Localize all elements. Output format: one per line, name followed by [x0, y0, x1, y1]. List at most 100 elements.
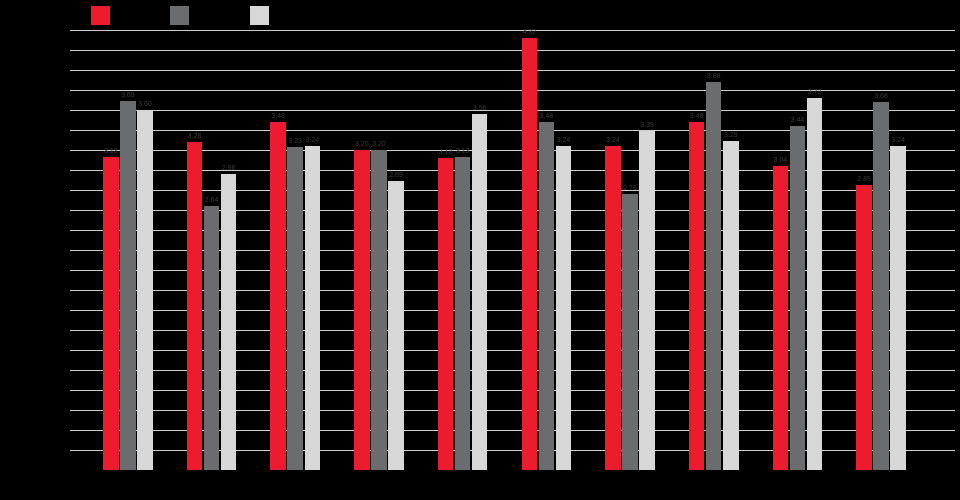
gridline	[70, 310, 955, 311]
bar-value-label: 3.23	[288, 138, 303, 146]
bar-group-2: 3.28 2.64 2.96	[186, 30, 237, 470]
gridline	[70, 190, 955, 191]
bar-value-label: 2.96	[221, 165, 236, 172]
plot-area: 3.13 3.69 3.60 3.28 2.64 2.96 3.48 3.23 3.24 3.20…	[70, 29, 955, 470]
bar-value-label: 3.04	[773, 157, 788, 164]
bar-value-label: 3.48	[539, 113, 554, 120]
bar-value-label: 3.13	[455, 148, 470, 156]
bar-series2-group9: 3.44	[789, 117, 806, 470]
gridline	[70, 350, 955, 351]
bar-value-label: 3.24	[891, 137, 906, 145]
bar-series2-group3: 3.23	[287, 138, 303, 470]
bar-series3-group3: 3.24	[304, 137, 321, 470]
bar-series1-group10: 2.85	[856, 176, 872, 470]
bar-value-label: 3.88	[706, 73, 721, 80]
bar-value-label: 3.20	[355, 141, 369, 148]
gridline	[70, 450, 955, 451]
gridline	[70, 110, 955, 111]
bar-value-label: 3.24	[606, 137, 620, 145]
bar-series3-group2: 2.96	[220, 165, 237, 470]
bar-value-label: 3.28	[187, 133, 202, 140]
bar-value-label: 4.32	[522, 29, 537, 36]
bar-group-10: 2.85 3.68 3.24	[856, 30, 906, 470]
bar-value-label: 3.29	[724, 132, 738, 139]
legend-item-3	[250, 6, 332, 25]
bar-value-label: 3.69	[121, 92, 135, 99]
bar-group-6: 4.32 3.48 3.24	[521, 29, 572, 470]
legend-swatch-1	[91, 6, 110, 25]
bar-series3-group8: 3.29	[723, 132, 739, 470]
bar-value-label: 2.85	[857, 176, 871, 183]
bar-series1-group2: 3.28	[186, 133, 203, 470]
bar-value-label: 3.48	[689, 113, 704, 120]
bar-group-3: 3.48 3.23 3.24	[270, 30, 321, 470]
bar-series1-group6: 4.32	[521, 29, 537, 470]
legend-item-2	[170, 6, 252, 25]
bar-value-label: 3.72	[807, 89, 822, 96]
bar-series1-group1: 3.13	[103, 148, 119, 470]
gridline	[70, 430, 955, 431]
gridline	[70, 30, 955, 31]
gridline	[70, 70, 955, 71]
bar-series1-group9: 3.04	[772, 157, 789, 470]
bar-series2-group1: 3.69	[120, 92, 136, 470]
bar-series3-group6: 3.24	[555, 137, 572, 470]
gridline	[70, 90, 955, 91]
gridline	[70, 210, 955, 211]
bar-value-label: 3.24	[305, 137, 320, 145]
bar-series3-group4: 2.89	[388, 172, 404, 470]
bar-series3-group5: 3.56	[471, 105, 488, 470]
bar-value-label: 3.68	[874, 93, 888, 100]
bar-series2-group4: 3.20	[371, 141, 387, 470]
bar-value-label: 2.64	[204, 197, 219, 204]
gridline	[70, 150, 955, 151]
gridline	[70, 170, 955, 171]
bar-series1-group5: 3.12	[437, 149, 454, 470]
bar-series3-group1: 3.60	[137, 101, 153, 470]
bar-series1-group8: 3.48	[688, 113, 705, 470]
bar-value-label: 2.76	[623, 185, 637, 192]
bar-group-5: 3.12 3.13 3.56	[437, 30, 488, 470]
bar-value-label: 3.12	[438, 149, 453, 157]
bar-series2-group7: 2.76	[622, 185, 638, 470]
legend-swatch-2	[170, 6, 189, 25]
bar-series3-group7: 3.39	[639, 122, 655, 470]
bar-value-label: 3.13	[103, 148, 118, 156]
bar-series2-group8: 3.88	[705, 73, 722, 470]
bar-value-label: 3.44	[790, 117, 805, 124]
gridline	[70, 390, 955, 391]
legend-swatch-3	[250, 6, 269, 25]
bar-value-label: 3.56	[472, 105, 487, 112]
bar-value-label: 3.48	[271, 113, 285, 120]
bar-series3-group9: 3.72	[806, 89, 823, 470]
category-axis	[70, 472, 955, 492]
chart-legend	[0, 0, 960, 28]
gridline	[70, 130, 955, 131]
gridline	[70, 330, 955, 331]
bar-value-label: 3.20	[372, 141, 386, 148]
gridline	[70, 410, 955, 411]
bar-group-7: 3.24 2.76 3.39	[605, 30, 655, 470]
gridline	[70, 270, 955, 271]
bar-series2-group2: 2.64	[203, 197, 220, 470]
bar-group-4: 3.20 3.20 2.89	[354, 30, 404, 470]
legend-item-1	[91, 6, 173, 25]
bar-group-9: 3.04 3.44 3.72	[772, 30, 823, 470]
bar-group-8: 3.48 3.88 3.29	[688, 30, 739, 470]
bar-value-label: 3.60	[138, 101, 152, 108]
bar-group-1: 3.13 3.69 3.60	[103, 30, 153, 470]
gridline	[70, 290, 955, 291]
bar-series1-group7: 3.24	[605, 137, 621, 470]
bar-series2-group5: 3.13	[454, 148, 471, 470]
bar-series1-group3: 3.48	[270, 113, 286, 470]
bar-value-label: 3.39	[640, 122, 654, 129]
gridline	[70, 230, 955, 231]
bar-series1-group4: 3.20	[354, 141, 370, 470]
bar-series2-group10: 3.68	[873, 93, 889, 470]
gridline	[70, 50, 955, 51]
bar-series2-group6: 3.48	[538, 113, 555, 470]
gridline	[70, 250, 955, 251]
bar-value-label: 2.89	[389, 172, 403, 179]
bar-value-label: 3.24	[556, 137, 571, 145]
